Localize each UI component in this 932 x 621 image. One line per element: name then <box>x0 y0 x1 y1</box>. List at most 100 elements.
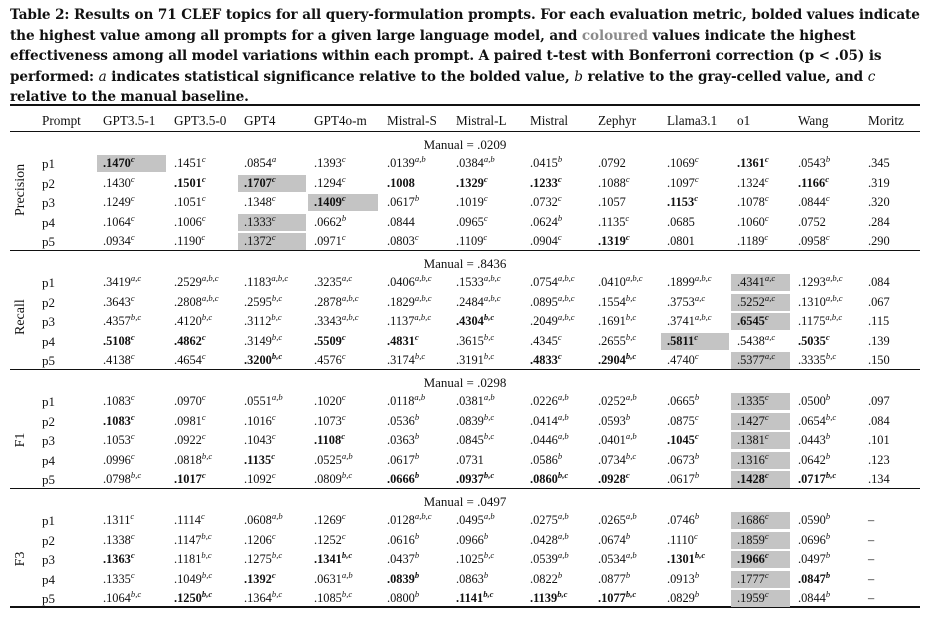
cell-value: .0428 <box>530 532 558 547</box>
table-cell: .3235a,c <box>314 274 352 291</box>
cell-value: .1060 <box>737 214 765 229</box>
significance-marker: a,b,c <box>414 292 432 303</box>
cell-value: .1069 <box>667 156 695 170</box>
column-header: GPT3.5-0 <box>174 113 227 128</box>
table-cell: .0525a,b <box>314 451 353 469</box>
cell-value: .0803 <box>387 234 415 248</box>
significance-marker: b,c <box>557 589 568 599</box>
cell-value: .1554 <box>598 294 626 309</box>
significance-marker: a,b <box>625 392 637 402</box>
table-cell: .1707c <box>244 174 276 192</box>
cell-value: .1859 <box>737 532 765 547</box>
table-cell: – <box>868 571 874 588</box>
table-cell: .1073c <box>314 412 346 430</box>
table-bottom-rule <box>10 606 920 608</box>
cell-value: .1777 <box>737 571 765 586</box>
significance-marker: a,b,c <box>201 292 219 303</box>
column-header: GPT3.5-1 <box>103 113 156 128</box>
significance-marker: c <box>694 173 699 184</box>
table-cell: .0965c <box>456 213 488 231</box>
table-cell: .0401a,b <box>598 432 637 449</box>
table-cell: .1233c <box>530 174 562 192</box>
table-cell: .0118a,b <box>387 393 425 410</box>
cell-value: .0752 <box>798 214 826 229</box>
significance-marker: b,c <box>625 351 637 361</box>
prompt-label: p3 <box>42 195 55 210</box>
cell-value: .0970 <box>174 394 202 408</box>
cell-value: .4862 <box>174 333 202 348</box>
table-cell: .4740c <box>667 352 699 369</box>
cell-value: .0734 <box>598 452 626 467</box>
table-cell: .1053c <box>103 432 135 449</box>
table-cell: .0381a,b <box>456 393 495 410</box>
significance-marker: c <box>130 212 135 223</box>
table-cell: .0654b,c <box>798 412 836 430</box>
significance-marker: b,c <box>825 351 837 361</box>
table-cell: .0446a,b <box>530 432 569 449</box>
significance-marker: b <box>414 450 420 461</box>
cell-value: .4831 <box>387 333 415 348</box>
significance-marker: a,b <box>625 431 637 441</box>
table-cell: – <box>868 512 874 529</box>
cell-value: .0631 <box>314 571 342 586</box>
cell-value: .1428 <box>737 472 765 486</box>
cell-value: .1966 <box>737 552 765 566</box>
table-cell: .5438a,c <box>737 332 775 350</box>
table-cell: .1501c <box>174 174 206 192</box>
table-cell: .0829b <box>667 590 699 607</box>
cell-value: .2529 <box>174 275 202 289</box>
significance-marker: c <box>130 450 135 461</box>
cell-value: .0586 <box>530 452 558 467</box>
cell-value: .1141 <box>456 591 484 605</box>
significance-marker: c <box>271 411 276 422</box>
cell-value: .1409 <box>314 195 342 209</box>
prompt-label: p3 <box>42 433 55 448</box>
cell-value: .1364 <box>244 591 272 605</box>
significance-marker: b,c <box>341 550 353 560</box>
table-cell: .1114c <box>174 512 205 529</box>
cell-value: .0590 <box>798 513 826 527</box>
cell-value: .3343 <box>314 314 342 328</box>
significance-marker: b <box>414 411 420 422</box>
significance-marker: b <box>825 589 831 599</box>
cell-value: .0384 <box>456 156 484 170</box>
prompt-label: p2 <box>42 532 55 548</box>
significance-marker: b <box>341 212 347 223</box>
significance-marker: c <box>130 351 135 361</box>
cell-value: .1139 <box>530 591 558 605</box>
caption-symbol-c: c <box>867 68 876 85</box>
caption-text-1: Table 2: Results on 71 CLEF topics for a… <box>10 7 920 44</box>
significance-marker: c <box>764 411 769 422</box>
section-rule-f3 <box>10 488 920 489</box>
table-cell: .0631a,b <box>314 570 353 588</box>
cell-value: .0363 <box>387 433 415 447</box>
table-cell: .0937b,c <box>456 471 494 488</box>
table-cell: .1310a,b,c <box>798 293 843 311</box>
significance-marker: b,c <box>625 292 637 303</box>
significance-marker: c <box>693 530 698 541</box>
cell-value: .5377 <box>737 353 765 367</box>
column-header: Wang <box>798 113 829 128</box>
significance-marker: b <box>825 530 831 541</box>
table-cell: .1319c <box>598 233 630 250</box>
table-cell: .1409c <box>314 194 346 211</box>
manual-baseline: Manual = .0209 <box>423 137 507 152</box>
cell-value: .1166 <box>798 175 826 190</box>
cell-value: .1269 <box>314 513 342 527</box>
cell-value: .0754 <box>530 275 558 289</box>
cell-value: – <box>868 532 875 547</box>
prompt-label: p1 <box>42 394 55 409</box>
cell-value: .1250 <box>174 591 202 605</box>
cell-value: .0617 <box>667 472 695 486</box>
table-cell: .345 <box>868 155 890 172</box>
significance-marker: b,c <box>201 569 213 580</box>
significance-marker: c <box>483 232 488 242</box>
table-cell: .115 <box>868 313 889 330</box>
table-cell: – <box>868 532 874 549</box>
table-cell: .5252a,c <box>737 293 775 311</box>
cell-value: .150 <box>868 353 890 367</box>
column-header: Mistral-S <box>387 113 437 128</box>
table-cell: .1252c <box>314 531 346 549</box>
significance-marker: b,c <box>557 470 569 480</box>
table-cell: .1006c <box>174 213 206 231</box>
